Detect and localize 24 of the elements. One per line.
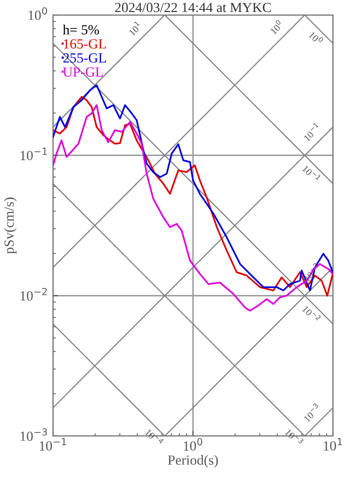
y-tick-label: 10$^{−3}$ [20, 428, 47, 441]
annotation: 10$^{−2}$ [302, 262, 322, 282]
legend-label: UP-GL [63, 67, 103, 77]
legend-title: h= 5% [62, 24, 100, 35]
y-tick-label: 10$^{−1}$ [20, 148, 47, 160]
y-axis-title: pSv(cm/s) [4, 198, 17, 254]
annotation: 10$^{−4}$ [144, 427, 164, 447]
x-tick-label: 10$^{0}$ [184, 438, 202, 451]
annotation: 10$^{−2}$ [302, 304, 322, 324]
x-tick-label: 10$^{1}$ [324, 438, 342, 451]
annotation: 10$^{−3}$ [302, 402, 322, 422]
chart-title: 2024/03/22 14:44 at MYKC [115, 2, 271, 12]
annotation: 10$^{0}$ [268, 19, 284, 35]
x-tick-label: 10$^{−1}$ [40, 438, 66, 451]
legend-label: 255-GL [63, 53, 106, 63]
annotation: 10$^{−1}$ [302, 164, 322, 183]
legend-label: 165-GL [64, 39, 106, 49]
y-tick-label: 10$^{−2}$ [20, 288, 47, 301]
annotation: 10$^{0}$ [308, 30, 324, 46]
annotation: 10$^{1}$ [127, 20, 142, 36]
x-axis-title: Period(s) [168, 455, 218, 468]
annotation: 10$^{−1}$ [302, 122, 322, 142]
y-tick-label: 10$^{0}$ [28, 7, 48, 20]
annotation: 10$^{−3}$ [284, 427, 304, 446]
